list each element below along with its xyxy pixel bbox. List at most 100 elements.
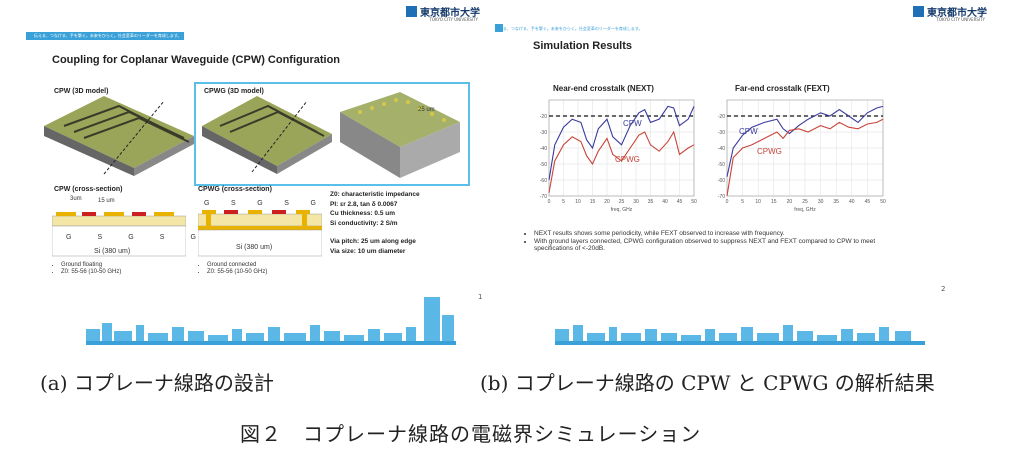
x-axis-label: freq, GHz	[794, 207, 816, 213]
pad-label: G	[310, 200, 316, 207]
plot-frame	[726, 99, 884, 197]
series-label-cpwg: CPWG	[757, 147, 782, 156]
dim-15um: 15 um	[98, 198, 115, 204]
x-tick-label: 45	[865, 199, 871, 205]
x-tick-label: 10	[575, 199, 581, 205]
y-tick-label: -70	[540, 194, 547, 200]
x-tick-label: 10	[755, 199, 761, 205]
cpwg-3d-label: CPWG (3D model)	[204, 88, 264, 95]
dim-3um: 3um	[70, 196, 82, 202]
x-tick-label: 0	[548, 199, 551, 205]
x-tick-label: 30	[818, 199, 824, 205]
cpwg-highlight-box	[194, 82, 470, 186]
series-line-cpw	[726, 105, 884, 177]
param-line: Via size: 10 um diameter	[330, 247, 406, 255]
page-number: 2	[941, 285, 946, 293]
logo-square-icon	[406, 6, 417, 17]
cpwg-bullets: Ground connected Z0: 55-56 (10-50 GHz)	[198, 262, 267, 276]
series-label-cpw: CPW	[623, 119, 642, 128]
plot-frame	[548, 99, 695, 197]
y-tick-label: -40	[718, 146, 725, 152]
via-pitch-dimension: 25 um	[418, 107, 435, 113]
param-line: PI: εr 2.8, tan δ 0.0067	[330, 200, 398, 208]
parameter-list: Z0: characteristic impedance PI: εr 2.8,…	[330, 190, 420, 256]
cpwg-via-zoom-image	[340, 92, 460, 178]
y-tick-label: -50	[718, 162, 725, 168]
cpwg-si-label: Si (380 um)	[236, 244, 273, 251]
header-band-text: 伝える、つなげる、手を繋ぐ。未来をひらく。社会変革のリーダーを育成します。	[495, 26, 643, 31]
slide-cpw-design: 東京都市大学 TOKYO CITY UNIVERSITY 伝える、つなげる、手を…	[26, 0, 486, 345]
x-tick-label: 25	[619, 199, 625, 205]
cpw-cross-section-diagram	[52, 212, 186, 257]
x-tick-label: 0	[726, 199, 729, 205]
logo-square-icon	[913, 6, 924, 17]
city-skyline-illustration	[86, 297, 456, 345]
y-tick-label: -70	[718, 194, 725, 200]
figure-caption: 図２ コプレーナ線路の電磁界シミュレーション	[240, 422, 702, 446]
cpw-bullets: Ground floating Z0: 55-56 (10-50 GHz)	[52, 262, 121, 276]
y-tick-label: -50	[540, 162, 547, 168]
pad-label: S	[159, 234, 165, 241]
list-item: Z0: 55-56 (10-50 GHz)	[207, 269, 267, 275]
list-item: NEXT results shows some periodicity, whi…	[534, 230, 894, 237]
x-tick-label: 15	[590, 199, 596, 205]
x-tick-label: 20	[604, 199, 610, 205]
list-item: With ground layers connected, CPWG confi…	[534, 238, 894, 252]
pad-label: G	[66, 234, 72, 241]
y-tick-label: -30	[540, 130, 547, 136]
fext-chart: -20 -30 -40 -50 -60 -700 5 10 15 20 25 30 35 40 45 50 fr…	[718, 99, 886, 213]
x-tick-label: 35	[833, 199, 839, 205]
param-line: Si conductivity: 2 S/m	[330, 219, 398, 227]
x-tick-label: 15	[771, 199, 777, 205]
pad-label: S	[97, 234, 103, 241]
x-tick-label: 5	[741, 199, 744, 205]
cpwg-3d-model-image	[202, 96, 332, 174]
header-band: 伝える、つなげる、手を繋ぐ。未来をひらく。社会変革のリーダーを育成します。	[26, 32, 184, 40]
x-tick-label: 20	[787, 199, 793, 205]
cpwg-cs-label: CPWG (cross-section)	[198, 186, 272, 193]
x-tick-label: 40	[849, 199, 855, 205]
x-tick-label: 25	[802, 199, 808, 205]
cpwg-cross-section-diagram	[198, 210, 322, 257]
list-item: Ground floating	[61, 262, 121, 268]
param-line: Via pitch: 25 um along edge	[330, 238, 416, 245]
cpw-si-label: Si (380 um)	[94, 248, 131, 255]
university-logo: 東京都市大学	[913, 4, 987, 19]
cpw-3d-model-image	[44, 96, 194, 176]
pad-label: G	[257, 200, 263, 207]
cpw-3d-label: CPW (3D model)	[54, 88, 109, 95]
y-tick-label: -20	[718, 114, 725, 120]
y-tick-label: -20	[540, 114, 547, 120]
header-band-top	[495, 24, 503, 32]
caption-b: (b) コプレーナ線路の CPW と CPWG の解析結果	[480, 371, 935, 395]
pad-label: S	[231, 200, 236, 207]
pad-label: G	[128, 234, 134, 241]
param-line: Cu thickness: 0.5 um	[330, 210, 396, 217]
fext-chart-title: Far-end crosstalk (FEXT)	[735, 84, 830, 93]
x-tick-label: 35	[648, 199, 654, 205]
x-tick-label: 50	[880, 199, 886, 205]
list-item: Z0: 55-56 (10-50 GHz)	[61, 269, 121, 275]
y-tick-label: -40	[540, 146, 547, 152]
y-tick-label: -30	[718, 130, 725, 136]
list-item: Ground connected	[207, 262, 267, 268]
city-skyline-illustration	[555, 325, 925, 345]
pad-label: G	[190, 234, 196, 241]
y-tick-label: -60	[540, 178, 547, 184]
pad-label: S	[284, 200, 289, 207]
series-line-cpw	[548, 105, 695, 181]
param-line	[330, 228, 420, 237]
pad-label: G	[204, 200, 210, 207]
caption-a: (a) コプレーナ線路の設計	[40, 371, 274, 395]
x-tick-label: 50	[691, 199, 697, 205]
logo-text: 東京都市大学	[927, 8, 987, 19]
cpw-pad-labels: G S G S G	[66, 234, 196, 241]
x-axis-label: freq, GHz	[611, 207, 633, 213]
page-number: 1	[478, 293, 483, 301]
logo-text: 東京都市大学	[420, 8, 480, 19]
slide-title: Simulation Results	[533, 40, 633, 52]
logo-subtitle: TOKYO CITY UNIVERSITY	[936, 17, 985, 22]
series-line-cpwg	[548, 130, 695, 193]
series-label-cpwg: CPWG	[615, 155, 640, 164]
cpwg-pad-labels: G S G S G	[204, 200, 316, 207]
